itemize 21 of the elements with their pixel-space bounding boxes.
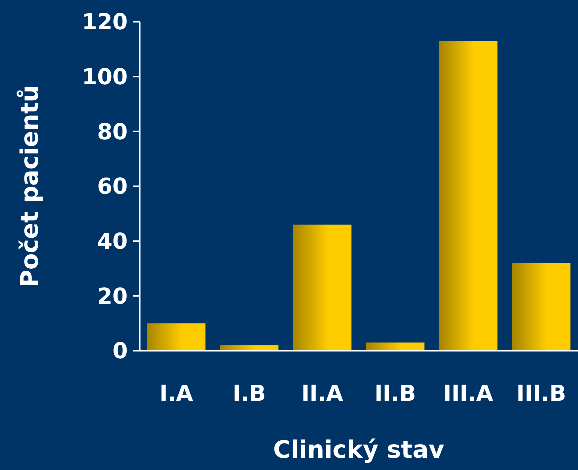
bar	[366, 342, 425, 351]
y-axis-title: Počet pacientů	[16, 85, 44, 288]
y-tick-label: 80	[97, 120, 128, 146]
y-tick-label: 20	[97, 284, 128, 310]
y-tick-label: 0	[112, 340, 128, 365]
bar	[147, 324, 206, 351]
bar	[220, 346, 279, 351]
x-tick-label: I.A	[160, 382, 194, 407]
y-tick-label: 100	[82, 66, 128, 91]
y-tick-label: 60	[97, 175, 128, 200]
bar	[293, 224, 352, 351]
x-tick-label: I.B	[232, 382, 266, 407]
x-tick-label: III.A	[444, 382, 494, 407]
x-axis-title: Clinický stav	[273, 436, 445, 464]
y-tick-label: 40	[97, 230, 128, 256]
x-tick-label: III.B	[516, 382, 566, 407]
bar	[512, 263, 571, 351]
x-tick-label: II.B	[374, 382, 416, 407]
bar	[439, 41, 498, 351]
x-tick-label: II.A	[302, 382, 344, 407]
y-tick-label: 120	[82, 10, 128, 36]
